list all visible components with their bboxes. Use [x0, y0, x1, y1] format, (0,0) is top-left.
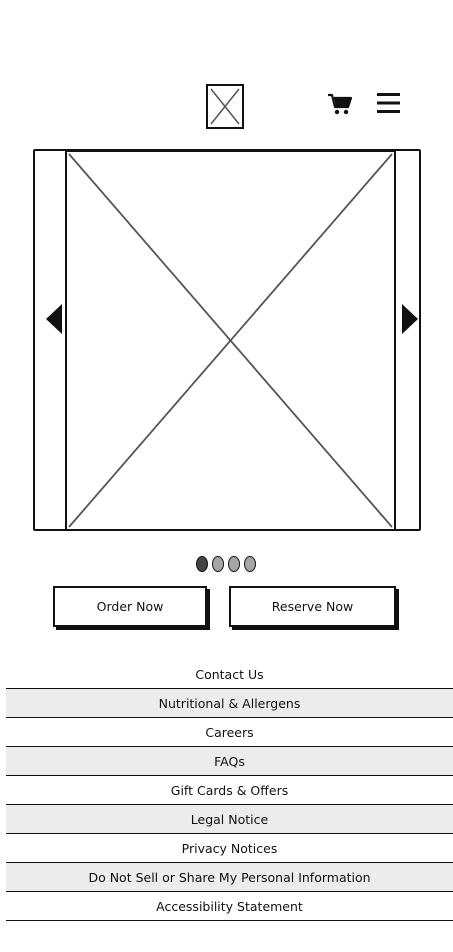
- carousel-dot[interactable]: [196, 556, 208, 572]
- footer-link-do-not-sell[interactable]: Do Not Sell or Share My Personal Informa…: [6, 863, 453, 892]
- footer-link-faqs[interactable]: FAQs: [6, 747, 453, 776]
- carousel-prev-button[interactable]: [44, 303, 64, 335]
- carousel-pagination: [196, 556, 256, 574]
- order-now-label: Order Now: [96, 599, 164, 614]
- footer-links: Contact Us Nutritional & Allergens Caree…: [6, 660, 453, 921]
- footer-link-label: Gift Cards & Offers: [170, 782, 289, 798]
- footer-link-label: Careers: [205, 724, 254, 740]
- carousel-image: [65, 150, 396, 531]
- carousel-dot[interactable]: [228, 556, 240, 572]
- logo-placeholder-icon: [206, 84, 244, 129]
- cart-icon: [328, 93, 353, 115]
- footer-link-label: Contact Us: [195, 666, 264, 682]
- reserve-now-label: Reserve Now: [271, 599, 354, 614]
- footer-link-nutritional-allergens[interactable]: Nutritional & Allergens: [6, 689, 453, 718]
- hamburger-menu-icon: [377, 93, 400, 113]
- footer-link-legal-notice[interactable]: Legal Notice: [6, 805, 453, 834]
- carousel-dot[interactable]: [212, 556, 224, 572]
- footer-link-label: FAQs: [214, 753, 245, 769]
- footer-link-label: Do Not Sell or Share My Personal Informa…: [88, 869, 371, 885]
- image-placeholder: [65, 150, 396, 531]
- carousel-next-button[interactable]: [400, 303, 420, 335]
- chevron-right-icon: [402, 304, 418, 334]
- chevron-left-icon: [46, 304, 62, 334]
- footer-link-accessibility[interactable]: Accessibility Statement: [6, 892, 453, 921]
- menu-button[interactable]: [376, 92, 402, 114]
- footer-link-gift-cards[interactable]: Gift Cards & Offers: [6, 776, 453, 805]
- footer-link-label: Legal Notice: [190, 811, 269, 827]
- footer-link-contact-us[interactable]: Contact Us: [6, 660, 453, 689]
- footer-link-label: Privacy Notices: [181, 840, 278, 856]
- footer-link-careers[interactable]: Careers: [6, 718, 453, 747]
- footer-link-label: Accessibility Statement: [156, 898, 303, 914]
- footer-link-label: Nutritional & Allergens: [158, 695, 301, 711]
- cart-button[interactable]: [327, 92, 353, 116]
- reserve-now-button[interactable]: Reserve Now: [229, 586, 396, 627]
- carousel-dot[interactable]: [244, 556, 256, 572]
- logo[interactable]: [206, 84, 244, 129]
- order-now-button[interactable]: Order Now: [53, 586, 207, 627]
- footer-link-privacy-notices[interactable]: Privacy Notices: [6, 834, 453, 863]
